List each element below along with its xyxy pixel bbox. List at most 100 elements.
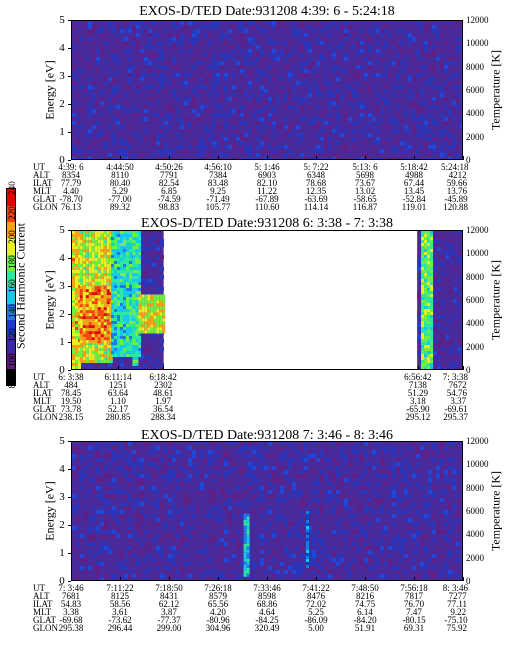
spectrogram-activity	[430, 318, 434, 321]
spectrogram-activity	[72, 339, 75, 342]
spectrogram-activity	[135, 255, 139, 258]
spectrogram-activity	[100, 237, 104, 240]
spectrogram-activity	[141, 327, 145, 331]
ephemeris-value: -75.10	[444, 615, 468, 625]
spectrogram-activity	[114, 270, 117, 273]
spectrogram-activity	[421, 252, 425, 255]
ephemeris-value: 5.29	[112, 186, 128, 196]
spectrogram-activity	[79, 243, 83, 246]
spectrogram-activity	[91, 276, 95, 279]
spectrogram-activity	[138, 258, 141, 261]
spectrogram-activity	[430, 342, 434, 345]
spectrogram-activity	[150, 318, 154, 322]
ephemeris-value: 3.37	[450, 396, 467, 406]
spectrogram-activity	[120, 234, 123, 237]
spectrogram-activity	[123, 300, 126, 303]
spectrogram-activity	[427, 360, 431, 363]
spectrogram-activity	[78, 330, 81, 333]
spectrogram-activity	[246, 537, 250, 541]
spectrogram-activity	[85, 267, 89, 270]
ephemeris-value: 63.64	[107, 388, 129, 398]
spectrogram-activity	[72, 360, 75, 363]
spectrogram-activity	[117, 261, 120, 264]
spectrogram-activity	[75, 288, 78, 291]
y2-tick-label: 10000	[466, 38, 489, 49]
spectrogram-activity	[126, 285, 129, 288]
spectrogram-activity	[117, 312, 120, 315]
spectrogram-activity	[132, 363, 136, 366]
spectrogram-activity	[129, 267, 132, 270]
spectrogram-activity	[100, 273, 104, 276]
spectrogram-activity	[135, 315, 139, 318]
spectrogram-activity	[106, 276, 110, 279]
spectrogram-activity	[159, 315, 163, 319]
spectrogram-activity	[153, 306, 157, 310]
spectrogram-activity	[79, 348, 83, 351]
spectrogram-activity	[91, 231, 95, 234]
spectrogram-activity	[123, 318, 126, 321]
spectrogram-activity	[75, 252, 78, 255]
spectrogram-activity	[430, 255, 434, 258]
ephemeris-value: 114.14	[303, 202, 329, 212]
spectrogram-activity	[427, 327, 431, 330]
spectrogram-activity	[106, 337, 110, 341]
spectrogram-activity	[120, 318, 123, 321]
spectrogram-activity	[246, 513, 250, 517]
ephemeris-value: 68.86	[256, 599, 278, 609]
x-tick	[71, 366, 72, 370]
spectrogram-activity	[97, 267, 101, 270]
spectrogram-activity	[162, 330, 166, 334]
spectrogram-activity	[132, 333, 136, 336]
spectrogram-activity	[106, 267, 110, 270]
y-tick	[68, 104, 71, 105]
spectrogram-activity	[106, 360, 110, 363]
spectrogram-activity	[103, 340, 107, 344]
spectrogram-activity	[129, 327, 132, 330]
spectrogram-activity	[129, 303, 132, 306]
spectrogram-activity	[91, 337, 95, 341]
spectrogram-activity	[75, 285, 78, 288]
spectrogram-activity	[120, 351, 123, 354]
spectrogram-activity	[135, 231, 139, 234]
spectrogram-activity	[424, 300, 428, 303]
colorbar-segment	[7, 221, 15, 239]
spectrogram-activity	[94, 351, 98, 354]
spectrogram-activity	[427, 258, 431, 261]
spectrogram-activity	[82, 234, 86, 237]
spectrogram-activity	[138, 279, 141, 282]
spectrogram-activity	[156, 306, 160, 310]
spectrogram-activity	[126, 276, 129, 279]
spectrogram-activity	[72, 264, 75, 267]
y2-tick-label: 2000	[466, 552, 484, 563]
spectrogram-activity	[111, 348, 114, 351]
spectrogram-activity	[138, 243, 141, 246]
spectrogram-activity	[97, 331, 101, 335]
spectrogram-activity	[82, 342, 86, 345]
ephemeris-value: 73.67	[354, 178, 376, 188]
spectrogram-activity	[120, 306, 123, 309]
spectrogram-activity	[427, 330, 431, 333]
spectrogram-activity	[117, 240, 120, 243]
spectrogram-activity	[94, 286, 98, 290]
spectrogram-activity	[120, 291, 123, 294]
ephemeris-value: 7:33:46	[253, 583, 281, 593]
spectrogram-activity	[114, 246, 117, 249]
spectrogram-activity	[94, 273, 98, 276]
x-tick	[169, 577, 170, 581]
spectrogram-activity	[129, 300, 132, 303]
spectrogram-activity	[421, 309, 425, 312]
spectrogram-activity	[306, 541, 309, 544]
spectrogram-activity	[427, 345, 431, 348]
y-tick	[68, 20, 71, 21]
spectrogram-activity	[111, 351, 114, 354]
spectrogram-activity	[79, 246, 83, 249]
spectrogram-activity	[111, 234, 114, 237]
ephemeris-label: UT	[33, 583, 45, 593]
spectrogram-activity	[78, 360, 81, 363]
spectrogram-activity	[424, 366, 428, 369]
spectrogram-activity	[135, 324, 139, 327]
spectrogram-activity	[135, 264, 139, 267]
spectrogram-activity	[141, 315, 145, 319]
spectrogram-activity	[135, 252, 139, 255]
spectrogram-activity	[132, 348, 136, 351]
